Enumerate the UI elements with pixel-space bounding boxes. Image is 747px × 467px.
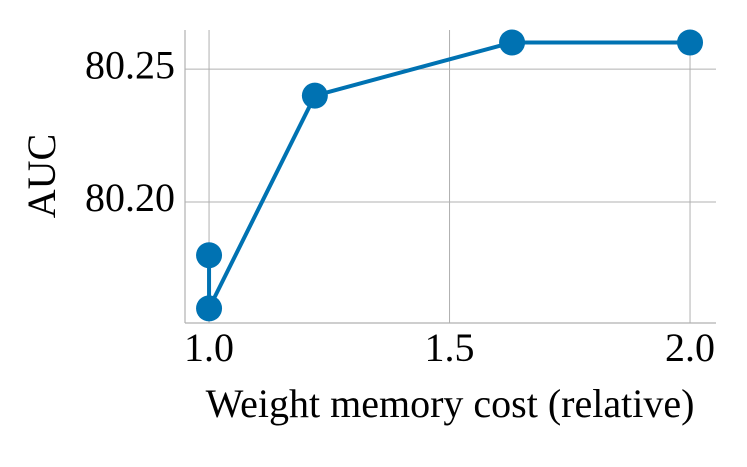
point <box>196 295 223 322</box>
y-tick-label: 80.20 <box>85 175 175 220</box>
x-tick-label: 1.0 <box>184 325 234 370</box>
point <box>301 82 328 109</box>
point <box>499 29 526 56</box>
x-axis-label: Weight memory cost (relative) <box>206 381 695 426</box>
x-tick-label: 2.0 <box>665 325 715 370</box>
x-tick-label: 1.5 <box>425 325 475 370</box>
y-tick-label: 80.25 <box>85 42 175 87</box>
point <box>196 242 223 269</box>
y-axis-label: AUC <box>19 134 64 218</box>
point <box>677 29 704 56</box>
